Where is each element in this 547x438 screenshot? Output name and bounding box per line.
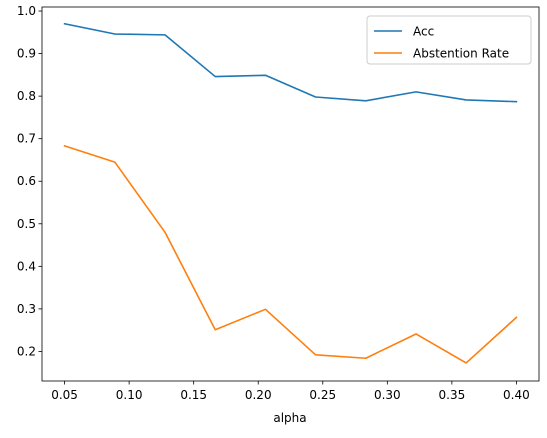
x-tick-label: 0.35	[439, 388, 466, 402]
x-tick-label: 0.10	[116, 388, 143, 402]
y-tick-label: 0.9	[17, 47, 36, 61]
series-layer	[63, 22, 518, 364]
series-line-acc	[63, 22, 518, 103]
x-tick-label: 0.25	[309, 388, 336, 402]
y-tick-label: 0.3	[17, 302, 36, 316]
x-axis: 0.05 0.10 0.15 0.20 0.25 0.30 0.35 0.40	[51, 381, 530, 402]
x-tick-label: 0.20	[245, 388, 272, 402]
x-tick-label: 0.40	[503, 388, 530, 402]
x-tick-label: 0.30	[374, 388, 401, 402]
y-axis: 0.2 0.3 0.4 0.5 0.6 0.7 0.8 0.9 1.0	[17, 4, 42, 358]
y-tick-label: 0.5	[17, 217, 36, 231]
legend-label: Acc	[413, 25, 434, 39]
y-tick-label: 0.4	[17, 259, 36, 273]
y-tick-label: 0.8	[17, 89, 36, 103]
x-axis-label: alpha	[273, 411, 306, 425]
plot-area	[41, 6, 540, 382]
legend-box	[366, 15, 532, 65]
y-tick-label: 0.2	[17, 344, 36, 358]
legend: Acc Abstention Rate	[366, 15, 532, 65]
y-tick-label: 1.0	[17, 4, 36, 18]
x-tick-label: 0.05	[51, 388, 78, 402]
y-tick-label: 0.6	[17, 174, 36, 188]
legend-label: Abstention Rate	[413, 47, 509, 61]
y-tick-label: 0.7	[17, 132, 36, 146]
series-line-abstention-rate	[63, 144, 518, 364]
x-tick-label: 0.15	[180, 388, 207, 402]
